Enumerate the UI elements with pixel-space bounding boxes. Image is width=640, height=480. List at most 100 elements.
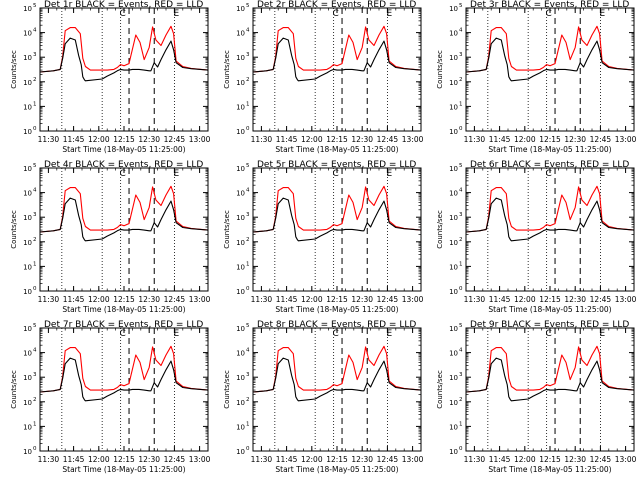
plot-frame: [252, 327, 422, 452]
time-marker-label: C: [545, 169, 551, 179]
y-tick-label: 10: [236, 214, 245, 222]
series-line-red: [39, 185, 209, 233]
time-marker-label: E: [600, 329, 606, 339]
series-line-red: [252, 185, 422, 233]
y-tick-exponent: 3: [33, 212, 37, 218]
y-tick-exponent: 3: [459, 372, 463, 378]
y-axis-label: Counts/sec: [436, 50, 444, 89]
chart-title: Det 3r BLACK = Events, RED = LLD: [470, 0, 629, 10]
time-marker-label: C: [545, 329, 551, 339]
y-tick-label: 10: [23, 165, 32, 173]
plot-frame: [465, 7, 635, 132]
x-tick-label: 12:15: [539, 295, 561, 304]
time-marker-label: C: [119, 169, 125, 179]
x-tick-label: 12:15: [326, 455, 348, 464]
y-tick-label: 10: [449, 214, 458, 222]
y-tick-exponent: 2: [459, 237, 463, 243]
y-tick-label: 10: [23, 288, 32, 296]
y-tick-exponent: 1: [459, 261, 463, 267]
x-axis-label: Start Time (18-May-05 11:25:00): [275, 145, 398, 154]
y-tick-label: 10: [236, 54, 245, 62]
series-line-red: [252, 345, 422, 393]
time-marker-label: E: [174, 329, 180, 339]
y-tick-label: 10: [23, 103, 32, 111]
series-line-red: [465, 185, 635, 233]
y-tick-label: 10: [449, 448, 458, 456]
y-tick-label: 10: [236, 30, 245, 38]
y-tick-exponent: 0: [33, 126, 37, 132]
chart-panel: Det 8r BLACK = Events, RED = LLD Counts/s…: [223, 320, 424, 474]
x-tick-label: 11:30: [464, 295, 486, 304]
time-marker-label: C: [332, 169, 338, 179]
y-tick-exponent: 2: [246, 77, 250, 83]
y-axis-label: Counts/sec: [223, 370, 231, 409]
y-tick-exponent: 2: [33, 77, 37, 83]
x-tick-label: 12:15: [539, 455, 561, 464]
x-tick-label: 12:15: [113, 295, 135, 304]
series-line-black: [39, 197, 209, 242]
y-tick-label: 10: [449, 399, 458, 407]
y-tick-label: 10: [23, 448, 32, 456]
y-tick-exponent: 2: [459, 397, 463, 403]
x-tick-label: 11:30: [251, 135, 273, 144]
x-tick-label: 12:00: [301, 135, 323, 144]
y-tick-exponent: 1: [246, 101, 250, 107]
x-tick-label: 12:45: [164, 295, 186, 304]
y-tick-exponent: 4: [246, 28, 250, 34]
x-tick-label: 11:30: [38, 295, 60, 304]
chart-panel: Det 6r BLACK = Events, RED = LLD Counts/s…: [436, 160, 637, 314]
series-line-black: [39, 357, 209, 402]
y-tick-exponent: 5: [459, 3, 463, 9]
y-tick-label: 10: [449, 165, 458, 173]
y-tick-exponent: 1: [33, 421, 37, 427]
x-tick-label: 13:00: [189, 455, 211, 464]
x-tick-label: 11:30: [464, 135, 486, 144]
y-tick-exponent: 5: [459, 323, 463, 329]
y-tick-exponent: 0: [33, 286, 37, 292]
time-marker-label: C: [332, 329, 338, 339]
x-tick-label: 12:30: [351, 135, 373, 144]
y-tick-exponent: 4: [246, 348, 250, 354]
y-tick-label: 10: [236, 263, 245, 271]
x-axis-label: Start Time (18-May-05 11:25:00): [62, 465, 185, 474]
y-tick-label: 10: [236, 165, 245, 173]
chart-panel: Det 3r BLACK = Events, RED = LLD Counts/s…: [436, 0, 637, 154]
time-marker-label: E: [387, 329, 393, 339]
y-tick-label: 10: [236, 103, 245, 111]
y-tick-label: 10: [449, 374, 458, 382]
y-tick-exponent: 1: [246, 421, 250, 427]
series-line-red: [465, 25, 635, 73]
x-tick-label: 12:30: [351, 295, 373, 304]
x-axis-label: Start Time (18-May-05 11:25:00): [488, 145, 611, 154]
plot-frame: [39, 7, 209, 132]
y-tick-label: 10: [236, 79, 245, 87]
time-marker-label: E: [387, 9, 393, 19]
plot-frame: [252, 167, 422, 292]
plot-frame: [465, 327, 635, 452]
x-tick-label: 11:45: [276, 455, 298, 464]
x-tick-label: 12:45: [164, 135, 186, 144]
time-marker-label: E: [387, 169, 393, 179]
series-line-black: [252, 197, 422, 242]
chart-title: Det 5r BLACK = Events, RED = LLD: [257, 160, 416, 170]
y-tick-label: 10: [23, 54, 32, 62]
y-tick-label: 10: [236, 288, 245, 296]
x-tick-label: 12:00: [301, 295, 323, 304]
series-line-red: [39, 25, 209, 73]
x-tick-label: 12:45: [590, 455, 612, 464]
y-tick-exponent: 2: [459, 77, 463, 83]
series-line-black: [252, 37, 422, 82]
y-tick-exponent: 4: [33, 188, 37, 194]
x-tick-label: 12:45: [377, 455, 399, 464]
y-tick-exponent: 1: [246, 261, 250, 267]
x-tick-label: 11:45: [276, 135, 298, 144]
y-tick-label: 10: [236, 399, 245, 407]
y-tick-label: 10: [449, 288, 458, 296]
y-tick-exponent: 4: [459, 348, 463, 354]
y-tick-exponent: 5: [33, 3, 37, 9]
x-tick-label: 12:00: [88, 135, 110, 144]
y-tick-exponent: 0: [33, 446, 37, 452]
y-tick-exponent: 3: [246, 212, 250, 218]
y-tick-label: 10: [23, 5, 32, 13]
time-marker-label: E: [174, 169, 180, 179]
